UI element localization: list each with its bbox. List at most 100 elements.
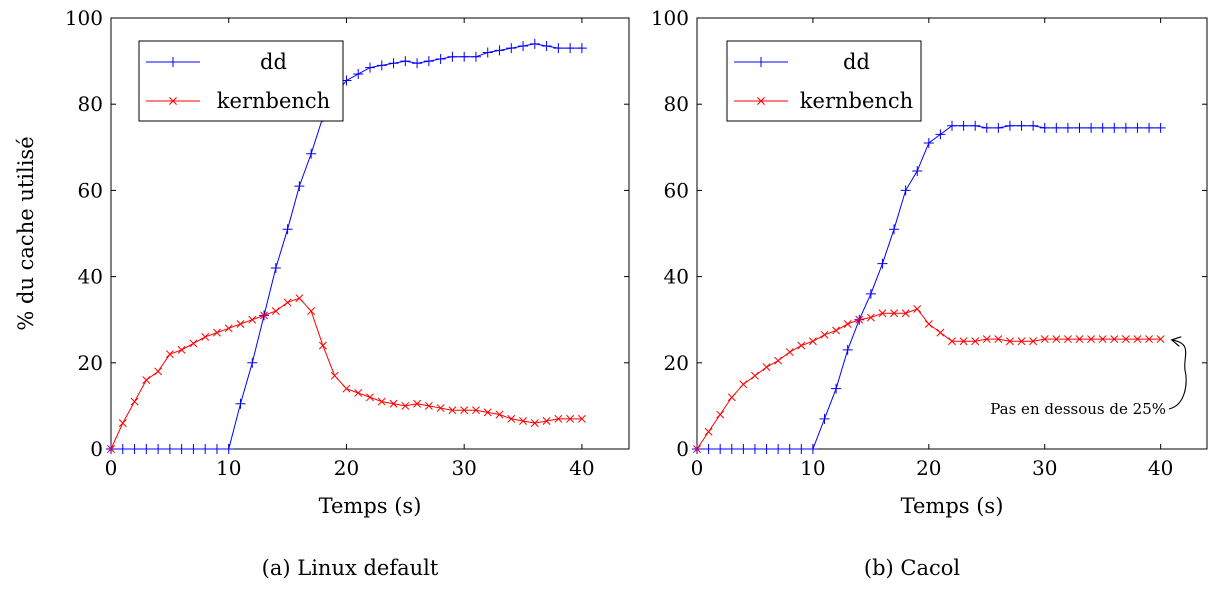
data-point-dd xyxy=(459,51,470,62)
y-tick-label: 100 xyxy=(65,6,103,30)
data-point-dd xyxy=(958,120,969,131)
data-point-dd xyxy=(1074,122,1085,133)
data-point-kernbench xyxy=(982,335,991,344)
data-point-kernbench xyxy=(424,401,433,410)
data-point-kernbench xyxy=(118,419,127,428)
x-tick-label: 30 xyxy=(451,456,476,480)
legend-marker-kernbench xyxy=(757,97,765,105)
data-point-kernbench xyxy=(519,417,527,425)
data-point-dd xyxy=(1120,122,1131,133)
data-point-kernbench xyxy=(130,397,139,406)
x-tick-label: 20 xyxy=(916,456,941,480)
data-point-dd xyxy=(388,58,399,69)
data-point-kernbench xyxy=(213,328,221,337)
subfigure-caption: (a) Linux default xyxy=(262,556,439,580)
data-point-dd xyxy=(715,444,726,454)
data-point-kernbench xyxy=(751,371,759,380)
legend-label-kernbench: kernbench xyxy=(217,89,330,113)
data-point-kernbench xyxy=(948,337,956,346)
data-point-kernbench xyxy=(1052,335,1061,344)
data-point-kernbench xyxy=(1110,335,1119,344)
legend-box xyxy=(726,40,922,122)
data-point-dd xyxy=(223,444,234,454)
y-tick-label: 60 xyxy=(664,178,689,202)
data-point-kernbench xyxy=(716,410,725,419)
legend: dd kernbench xyxy=(138,40,344,122)
data-point-dd xyxy=(1097,122,1108,133)
data-point-dd xyxy=(188,444,199,454)
data-point-dd xyxy=(993,122,1004,133)
x-axis-label: Temps (s) xyxy=(901,494,1004,518)
data-point-dd xyxy=(726,444,737,454)
series-dd xyxy=(692,120,1166,454)
chart-cacol: 0 10 20 30 40 0 20 40 60 80 100 Temps (s) (b) Cacol d… xyxy=(651,6,1208,580)
data-point-kernbench xyxy=(271,307,280,316)
data-point-dd xyxy=(494,45,505,56)
plot-frame xyxy=(110,17,630,450)
data-point-kernbench xyxy=(330,371,339,380)
data-point-kernbench xyxy=(785,348,794,356)
data-point-dd xyxy=(247,357,258,368)
data-point-dd xyxy=(842,344,853,355)
legend-label-dd: dd xyxy=(260,50,287,74)
annotation-arrow xyxy=(1168,340,1187,410)
legend-label-kernbench: kernbench xyxy=(800,89,913,113)
data-point-kernbench xyxy=(1075,335,1084,344)
data-point-dd xyxy=(117,444,128,454)
series-kernbench xyxy=(693,304,1165,453)
y-tick-label: 20 xyxy=(78,351,103,375)
data-point-dd xyxy=(423,56,434,67)
legend-box xyxy=(138,40,344,122)
x-axis-label: Temps (s) xyxy=(319,494,422,518)
data-point-kernbench xyxy=(354,389,363,397)
data-point-dd xyxy=(1004,120,1015,131)
data-point-dd xyxy=(541,41,552,52)
data-point-dd xyxy=(1144,122,1155,133)
data-point-kernbench xyxy=(248,315,257,324)
data-point-kernbench xyxy=(913,304,922,313)
data-point-kernbench xyxy=(389,399,398,408)
series-dd xyxy=(106,38,587,454)
data-point-kernbench xyxy=(507,414,516,423)
data-point-kernbench xyxy=(377,397,386,406)
data-point-kernbench xyxy=(820,330,829,339)
legend-marker-dd xyxy=(756,57,766,67)
subfigure-caption: (b) Cacol xyxy=(864,556,960,580)
data-point-kernbench xyxy=(495,410,504,419)
data-point-kernbench xyxy=(924,320,933,328)
legend-marker-dd xyxy=(168,57,178,67)
data-point-dd xyxy=(935,129,946,140)
data-point-dd xyxy=(981,122,992,133)
annotation-text: Pas en dessous de 25% xyxy=(990,400,1166,418)
y-tick-label: 100 xyxy=(651,6,689,30)
data-point-kernbench xyxy=(483,408,492,417)
data-point-kernbench xyxy=(554,414,563,423)
data-point-kernbench xyxy=(224,324,233,333)
data-point-kernbench xyxy=(797,341,806,350)
data-point-kernbench xyxy=(307,307,316,316)
data-point-dd xyxy=(796,444,807,454)
data-point-dd xyxy=(912,166,923,177)
series-line-kernbench xyxy=(110,297,582,450)
data-point-kernbench xyxy=(808,337,817,346)
data-point-dd xyxy=(738,444,749,454)
plot-frame xyxy=(696,17,1208,450)
data-point-dd xyxy=(889,224,900,235)
data-point-dd xyxy=(506,43,517,54)
data-point-dd xyxy=(773,444,784,454)
data-point-kernbench xyxy=(1063,335,1072,344)
data-point-dd xyxy=(270,262,281,273)
data-point-dd xyxy=(518,41,529,52)
data-point-kernbench xyxy=(1121,335,1130,344)
data-point-kernbench xyxy=(901,309,910,318)
data-point-kernbench xyxy=(693,445,701,453)
data-point-kernbench xyxy=(1040,335,1049,344)
data-point-dd xyxy=(900,185,911,196)
legend: dd kernbench xyxy=(726,40,922,122)
y-tick-label: 20 xyxy=(664,351,689,375)
data-point-kernbench xyxy=(413,399,422,408)
data-point-kernbench xyxy=(283,298,292,307)
data-point-dd xyxy=(294,181,305,192)
data-point-kernbench xyxy=(366,393,374,402)
